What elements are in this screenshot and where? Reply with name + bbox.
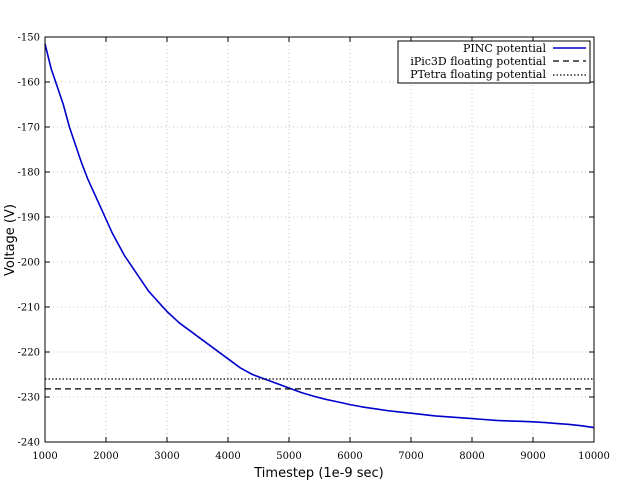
y-tick-label: -180 [18, 168, 40, 179]
x-tick-label: 2000 [93, 451, 118, 462]
ticks [44, 36, 595, 443]
y-tick-label: -150 [18, 33, 40, 44]
plot-frame [44, 36, 595, 443]
grid [45, 37, 594, 442]
legend-label-pinc: PINC potential [463, 42, 546, 55]
y-tick-label: -160 [18, 78, 40, 89]
x-tick-label: 9000 [520, 451, 545, 462]
legend-label-ipic3d: iPic3D floating potential [410, 55, 546, 68]
y-tick-label: -210 [18, 303, 40, 314]
x-tick-label: 7000 [398, 451, 423, 462]
y-axis-title: Voltage (V) [3, 204, 18, 276]
x-tick-label: 1000 [32, 451, 57, 462]
legend: PINC potential iPic3D floating potential… [397, 40, 591, 84]
x-tick-labels: 1000 2000 3000 4000 5000 6000 7000 8000 9000 1000… [32, 451, 610, 462]
y-tick-label: -220 [18, 348, 40, 359]
y-tick-label: -240 [18, 438, 40, 449]
y-tick-labels: -150 -160 -170 -180 -190 -200 -210 -220 -230 -240 [18, 33, 40, 449]
x-tick-label: 5000 [276, 451, 301, 462]
y-tick-label: -190 [18, 213, 40, 224]
series-layer [44, 43, 595, 429]
legend-label-ptetra: PTetra floating potential [410, 68, 546, 81]
y-tick-label: -200 [18, 258, 40, 269]
y-tick-label: -230 [18, 393, 40, 404]
y-tick-label: -170 [18, 123, 40, 134]
series-line-0 [44, 43, 595, 429]
x-tick-label: 4000 [215, 451, 240, 462]
x-axis-title: Timestep (1e-9 sec) [253, 466, 384, 480]
x-tick-label: 8000 [459, 451, 484, 462]
x-tick-label: 6000 [337, 451, 362, 462]
x-tick-label: 3000 [154, 451, 179, 462]
x-tick-label: 10000 [578, 451, 610, 462]
